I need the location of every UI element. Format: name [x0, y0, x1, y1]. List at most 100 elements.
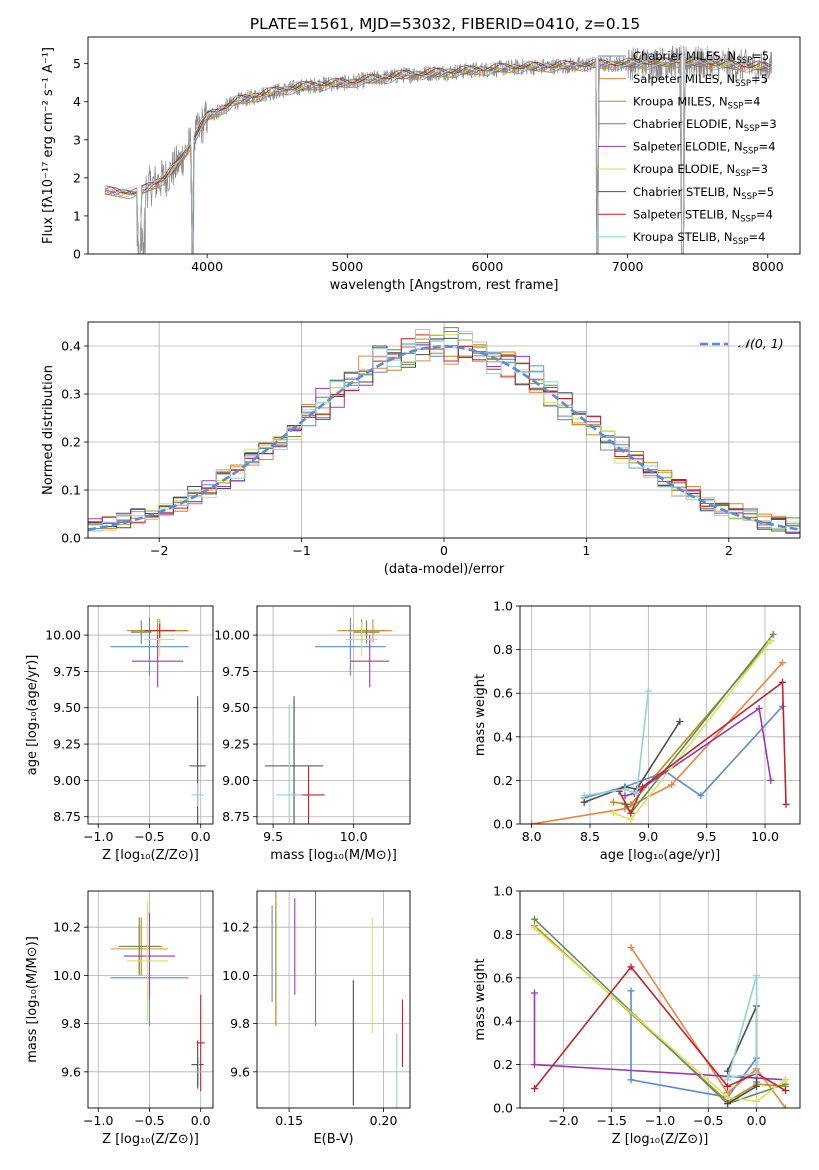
- plot-marks: [528, 630, 790, 824]
- y-tick-label: 1.0: [493, 599, 513, 614]
- y-tick-label: 9.6: [230, 1064, 250, 1079]
- legend-sub: SSP: [741, 192, 757, 202]
- series-marker: [782, 800, 790, 808]
- series-line: [533, 927, 786, 1103]
- x-tick-label: 0.20: [370, 1113, 398, 1128]
- series-kroupa-stelib: [724, 972, 761, 1084]
- series-marker: [627, 816, 635, 824]
- model-line-kroupa-stelib: [104, 55, 771, 254]
- x-tick-label: 0.0: [191, 1113, 211, 1128]
- series-marker: [580, 792, 588, 800]
- series-marker: [609, 798, 617, 806]
- x-tick-label: −1.0: [83, 1113, 113, 1128]
- legend-sub: SSP: [728, 101, 744, 111]
- errorbar-kroupa-stelib: [191, 783, 204, 807]
- series-marker: [627, 987, 635, 995]
- y-tick-label: 9.50: [53, 700, 81, 715]
- y-tick-label: 9.25: [222, 737, 250, 752]
- y-axis-label: Flux [fλ10⁻¹⁷ erg cm⁻² s⁻¹ A⁻¹]: [41, 47, 56, 244]
- x-tick-label: 7000: [612, 259, 644, 274]
- axes-frame: [87, 321, 801, 539]
- x-tick-label: 8.0: [522, 829, 542, 844]
- errorbar-chabrier-stelib: [191, 1040, 204, 1089]
- y-tick-label: 0.6: [493, 686, 513, 701]
- y-tick-label: 0.2: [61, 435, 81, 450]
- histogram-chabrier-elodie: [88, 327, 800, 531]
- errorbar-chabrier-stelib: [265, 696, 324, 824]
- y-tick-label: 9.25: [53, 737, 81, 752]
- y-tick-label: 9.8: [61, 1016, 81, 1031]
- x-axis-label: (data-model)/error: [384, 562, 505, 577]
- histogram-kroupa-elodie: [88, 331, 800, 532]
- series-marker: [609, 809, 617, 817]
- legend-sub: SSP: [743, 147, 759, 157]
- plot-marks: [110, 900, 205, 1092]
- plot-marks: [110, 617, 206, 824]
- legend-sub: SSP: [735, 169, 751, 179]
- legend-sub: SSP: [733, 237, 749, 247]
- y-axis-label: mass [log₁₀(M/M⊙)]: [25, 936, 40, 1063]
- axes-frame: [87, 890, 214, 1109]
- series-marker: [530, 989, 538, 997]
- series-marker: [753, 1082, 761, 1090]
- x-tick-label: 10.0: [340, 829, 368, 844]
- series-line: [624, 707, 772, 797]
- errorbar-kroupa-stelib: [192, 1057, 205, 1087]
- y-tick-label: 0.2: [493, 1057, 513, 1072]
- legend-entry-chabrier-elodie: Chabrier ELODIE, NSSP=3: [633, 117, 777, 134]
- errorbar-salpeter-elodie: [350, 635, 390, 688]
- errorbar-salpeter-stelib: [144, 623, 176, 638]
- x-tick-label: 5000: [331, 259, 363, 274]
- y-tick-label: 0.3: [61, 387, 81, 402]
- legend-entry-salpeter-elodie: Salpeter ELODIE, NSSP=4: [633, 140, 776, 157]
- x-axis-label: mass [log₁₀(M/M⊙)]: [270, 848, 397, 863]
- series-marker: [639, 783, 646, 791]
- series-marker: [627, 963, 635, 971]
- plot-area: [257, 891, 410, 1108]
- errorbar-chabrier-elodie: [118, 917, 160, 976]
- axes-frame: [256, 605, 411, 825]
- y-tick-label: 8.75: [53, 809, 81, 824]
- legend-suffix: =5: [751, 72, 768, 86]
- legend-entry-normal: 𝒩(0, 1): [738, 336, 784, 351]
- legend-entry-chabrier-miles: Chabrier MILES, NSSP=5: [633, 49, 769, 66]
- x-tick-label: 0.0: [747, 1113, 767, 1128]
- legend: Chabrier MILES, NSSP=5 Salpeter MILES, N S…: [598, 49, 777, 247]
- legend-suffix: =5: [752, 49, 769, 63]
- series-marker: [697, 792, 705, 800]
- series-marker: [767, 637, 775, 645]
- histogram-salpeter-stelib: [88, 334, 800, 527]
- series-kroupa-elodie: [530, 924, 790, 1105]
- plot-area: [88, 606, 213, 824]
- legend-label: Salpeter MILES, N: [633, 72, 735, 86]
- legend-entry-kroupa-stelib: Kroupa STELIB, NSSP=4: [633, 230, 765, 247]
- panel-residuals: −2 −1 0 1 2 0.0 0.1 0.2 0.3 0.4 (data-model)/error…: [41, 321, 801, 577]
- y-tick-label: 0.4: [493, 729, 513, 744]
- x-tick-label: −2: [150, 543, 168, 558]
- legend-suffix: =3: [760, 117, 777, 131]
- errorbar-salpeter-elodie: [132, 635, 184, 688]
- errorbar-chabrier-stelib: [189, 696, 206, 824]
- errorbar-kroupa-elodie: [345, 621, 378, 657]
- series-marker: [782, 1087, 790, 1095]
- series-marker: [530, 1061, 538, 1069]
- series-marker: [530, 915, 538, 923]
- panel-age-vs-Z: −1.0 −0.5 0.0 8.75 9.00 9.25 9.50 9.75 10.00 Z [l…: [25, 605, 214, 863]
- y-axis-label: mass weight: [473, 674, 488, 756]
- panel-spectrum: 4000 5000 6000 7000 8000 0 1 2 3 4 5 wavelength [An…: [41, 36, 801, 293]
- y-tick-label: 4: [73, 94, 81, 109]
- y-tick-label: 10.00: [45, 628, 81, 643]
- x-tick-label: 8.5: [580, 829, 600, 844]
- errorbar-chabrier-elodie: [131, 620, 152, 644]
- x-tick-label: 0.0: [191, 829, 211, 844]
- x-tick-label: −0.5: [134, 1113, 164, 1128]
- x-axis-label: Z [log₁₀(Z/Z⊙)]: [612, 1132, 709, 1147]
- legend-suffix: =4: [756, 207, 773, 221]
- y-tick-label: 1.0: [493, 884, 513, 899]
- model-line-salpeter-elodie: [104, 58, 771, 254]
- series-line: [726, 975, 758, 1081]
- legend-entry-kroupa-elodie: Kroupa ELODIE, NSSP=3: [633, 162, 768, 179]
- legend-label: Chabrier ELODIE, N: [633, 117, 744, 131]
- y-tick-label: 0.8: [493, 642, 513, 657]
